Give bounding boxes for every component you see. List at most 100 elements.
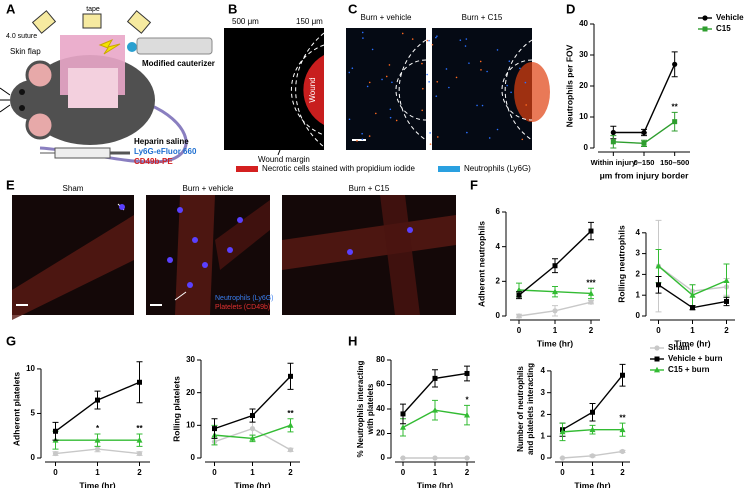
y-tick-label: 6 bbox=[496, 207, 501, 216]
label: Skin flap bbox=[10, 47, 41, 56]
cell bbox=[407, 227, 413, 233]
y-axis-label: and platelets interacting bbox=[526, 363, 535, 455]
point bbox=[137, 379, 142, 385]
x-tick-label: 0 bbox=[212, 468, 217, 477]
speckle bbox=[510, 91, 512, 94]
cell bbox=[227, 247, 233, 253]
speckle bbox=[366, 85, 369, 88]
panel-label: F bbox=[470, 177, 478, 192]
point bbox=[287, 422, 294, 428]
speckle bbox=[435, 95, 438, 97]
x-axis-label: μm from injury border bbox=[600, 170, 689, 180]
y-tick-label: 4 bbox=[496, 242, 501, 251]
speckle bbox=[361, 31, 364, 34]
speckle bbox=[524, 81, 527, 84]
speckle bbox=[431, 43, 434, 46]
point bbox=[516, 313, 522, 319]
x-tick-label: 2 bbox=[288, 468, 293, 477]
speckle bbox=[368, 135, 371, 137]
y-tick-label: 3 bbox=[541, 388, 546, 397]
y-tick-label: 2 bbox=[541, 410, 546, 419]
y-tick-label: 10 bbox=[26, 364, 35, 373]
point bbox=[610, 139, 616, 145]
significance: *** bbox=[586, 278, 596, 287]
microscopy-image bbox=[346, 28, 550, 150]
point bbox=[559, 428, 566, 435]
speckle bbox=[371, 48, 374, 51]
y-tick-label: 0 bbox=[496, 311, 501, 320]
point bbox=[136, 436, 143, 443]
speckle bbox=[421, 62, 423, 65]
y-tick-label: 30 bbox=[186, 355, 195, 364]
speckle bbox=[411, 38, 414, 40]
point bbox=[641, 140, 647, 146]
label: 4.0 suture bbox=[6, 33, 37, 40]
speckle bbox=[428, 81, 430, 83]
point bbox=[552, 288, 558, 295]
speckle bbox=[389, 108, 392, 111]
speckle bbox=[388, 64, 391, 66]
speckle bbox=[426, 39, 429, 42]
y-tick-label: 10 bbox=[579, 112, 588, 121]
cell bbox=[167, 257, 173, 263]
point bbox=[432, 455, 438, 461]
speckle bbox=[476, 104, 478, 107]
speckle bbox=[445, 68, 448, 70]
legend-marker bbox=[654, 366, 660, 373]
y-tick-label: 5 bbox=[31, 409, 36, 418]
speckle bbox=[361, 132, 363, 135]
point bbox=[672, 61, 678, 67]
mouse-illustration bbox=[0, 10, 213, 164]
label: Sham bbox=[63, 184, 84, 193]
y-tick-label: 3 bbox=[636, 249, 641, 258]
speckle bbox=[429, 132, 431, 134]
point bbox=[672, 119, 678, 125]
speckle bbox=[481, 104, 484, 107]
y-tick-label: 20 bbox=[376, 429, 385, 438]
speckle bbox=[389, 116, 392, 119]
point bbox=[588, 228, 594, 234]
x-tick-label: 0 bbox=[53, 468, 58, 477]
y-tick-label: 60 bbox=[376, 380, 385, 389]
y-axis-label: Number of neutrophils bbox=[516, 366, 525, 452]
label: CD49b-PE bbox=[134, 157, 173, 166]
x-tick-label: Within injury bbox=[591, 158, 637, 167]
x-tick-label: 2 bbox=[620, 468, 625, 477]
point bbox=[52, 450, 59, 457]
speckle bbox=[508, 60, 511, 63]
speckle bbox=[436, 35, 438, 37]
speckle bbox=[480, 69, 482, 71]
speckle bbox=[375, 112, 377, 115]
y-axis-label: with platelets bbox=[366, 383, 375, 435]
speckle bbox=[368, 81, 371, 84]
panel-label: B bbox=[228, 1, 237, 16]
y-tick-label: 0 bbox=[31, 453, 36, 462]
y-tick-label: 4 bbox=[541, 366, 546, 375]
label: Burn + vehicle bbox=[183, 184, 234, 193]
speckle bbox=[436, 136, 439, 138]
point bbox=[552, 308, 558, 314]
point bbox=[619, 448, 626, 455]
point bbox=[590, 409, 595, 415]
label: Heparin saline bbox=[134, 137, 189, 146]
speckle bbox=[436, 80, 439, 83]
x-tick-label: 0–150 bbox=[634, 158, 655, 167]
y-tick-label: 0 bbox=[541, 453, 546, 462]
point bbox=[212, 426, 217, 432]
point bbox=[432, 375, 438, 381]
point bbox=[589, 426, 596, 433]
point bbox=[400, 411, 406, 417]
x-axis-label: Time (hr) bbox=[417, 480, 453, 488]
x-axis-label: Time (hr) bbox=[574, 480, 610, 488]
y-tick-label: 2 bbox=[636, 270, 641, 279]
x-tick-label: 2 bbox=[465, 468, 470, 477]
legend-label: Platelets (CD49b) bbox=[215, 304, 270, 311]
cell bbox=[177, 207, 183, 213]
point bbox=[432, 407, 438, 413]
y-tick-label: 0 bbox=[636, 311, 641, 320]
label: Burn + vehicle bbox=[361, 13, 412, 22]
y-tick-label: 4 bbox=[636, 228, 641, 237]
y-tick-label: 80 bbox=[376, 355, 385, 364]
point bbox=[250, 413, 255, 419]
